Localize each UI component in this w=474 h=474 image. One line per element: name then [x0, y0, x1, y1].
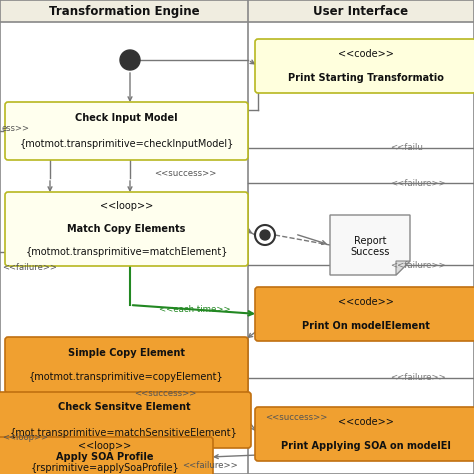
Text: <<success>>: <<success>>: [134, 389, 196, 398]
Text: Simple Copy Element: Simple Copy Element: [68, 347, 185, 357]
Text: Check Sensitve Element: Check Sensitve Element: [58, 402, 191, 412]
Text: {mot.transprimitive=matchSensitiveElement}: {mot.transprimitive=matchSensitiveElemen…: [10, 428, 238, 438]
Polygon shape: [396, 261, 410, 275]
Text: Print On modelElement: Print On modelElement: [301, 321, 429, 331]
FancyBboxPatch shape: [0, 437, 213, 474]
Text: <<failure>>: <<failure>>: [182, 461, 238, 470]
FancyBboxPatch shape: [255, 407, 474, 461]
Text: User Interface: User Interface: [313, 4, 409, 18]
Text: <<loop>>: <<loop>>: [100, 201, 153, 211]
Circle shape: [255, 225, 275, 245]
Text: Transformation Engine: Transformation Engine: [49, 4, 199, 18]
Circle shape: [260, 230, 270, 240]
Text: <<loop>>: <<loop>>: [78, 441, 132, 451]
Text: {rsprimitive=applySoaProfile}: {rsprimitive=applySoaProfile}: [31, 463, 179, 474]
Text: <<failure>>: <<failure>>: [390, 374, 446, 383]
Text: <<success>>: <<success>>: [265, 413, 328, 422]
Text: Apply SOA Profile: Apply SOA Profile: [56, 452, 154, 462]
Text: <<failure>>: <<failure>>: [390, 179, 446, 188]
Text: <<loop>>: <<loop>>: [2, 434, 48, 443]
Text: <<code>>: <<code>>: [337, 49, 393, 59]
FancyBboxPatch shape: [5, 337, 248, 393]
Text: <<failu: <<failu: [390, 144, 423, 153]
Text: {motmot.transprimitive=checkInputModel}: {motmot.transprimitive=checkInputModel}: [19, 139, 234, 149]
Bar: [0, 0, 474, 22]
Text: Print Starting Transformatio: Print Starting Transformatio: [288, 73, 444, 83]
Text: Match Copy Elements: Match Copy Elements: [67, 224, 186, 234]
Text: Check Input Model: Check Input Model: [75, 113, 178, 123]
Text: <<failure>>: <<failure>>: [2, 264, 57, 273]
Circle shape: [120, 50, 140, 70]
Text: {motmot.transprimitive=matchElement}: {motmot.transprimitive=matchElement}: [25, 246, 228, 256]
FancyBboxPatch shape: [255, 39, 474, 93]
FancyBboxPatch shape: [0, 392, 251, 448]
FancyBboxPatch shape: [5, 192, 248, 266]
Text: ess>>: ess>>: [2, 124, 30, 133]
Text: {motmot.transprimitive=copyElement}: {motmot.transprimitive=copyElement}: [29, 373, 224, 383]
Polygon shape: [330, 215, 410, 275]
Text: <<success>>: <<success>>: [154, 168, 216, 177]
Text: <<code>>: <<code>>: [337, 417, 393, 427]
Text: <<each time>>: <<each time>>: [159, 306, 231, 315]
FancyBboxPatch shape: [255, 287, 474, 341]
Text: <<code>>: <<code>>: [337, 297, 393, 307]
Text: Success: Success: [350, 247, 390, 257]
Text: Report: Report: [354, 236, 386, 246]
Text: Print Applying SOA on modelEl: Print Applying SOA on modelEl: [281, 441, 450, 451]
Text: <<failure>>: <<failure>>: [390, 261, 446, 270]
FancyBboxPatch shape: [5, 102, 248, 160]
